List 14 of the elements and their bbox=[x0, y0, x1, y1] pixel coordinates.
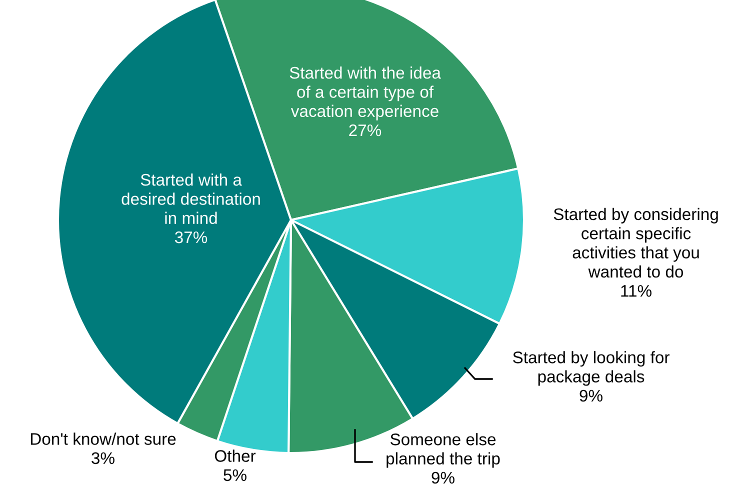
slice-label: Started by looking for package deals bbox=[513, 351, 670, 386]
data-label: 27% bbox=[349, 124, 382, 136]
data-label: 11% bbox=[621, 285, 652, 297]
slice-label: Started with the idea of a certain type of vacation experience bbox=[290, 66, 441, 120]
data-label: 5% bbox=[224, 469, 246, 482]
slice-label: Started by considering certain specific activities that you wanted to do bbox=[554, 208, 718, 278]
slice-label: Don't know/not sure bbox=[30, 432, 176, 445]
slice-label: Started with a desired destination in mind bbox=[122, 173, 260, 224]
data-label: 3% bbox=[92, 452, 114, 464]
data-label: 9% bbox=[432, 472, 454, 484]
data-label: 9% bbox=[580, 390, 602, 402]
slice-label: Someone else planned the trip bbox=[386, 433, 500, 468]
slice-label: Other bbox=[214, 450, 256, 462]
data-label: 37% bbox=[174, 231, 208, 244]
